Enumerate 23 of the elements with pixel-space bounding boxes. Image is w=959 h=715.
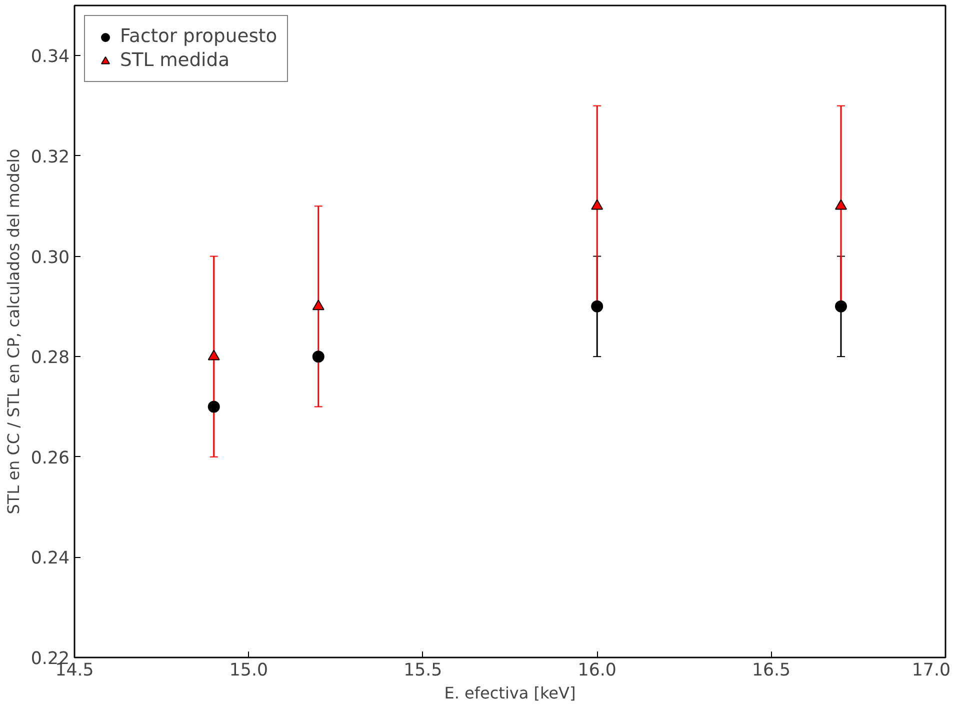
y-tick-label: 0.28 <box>30 348 70 368</box>
y-tick-label: 0.34 <box>30 47 70 68</box>
point <box>312 300 324 310</box>
x-tick-label: 16.5 <box>752 660 791 680</box>
x-axis-title: E. efectiva [keV] <box>444 684 576 702</box>
x-tick-label: 16.0 <box>578 660 616 680</box>
point <box>208 400 220 413</box>
point <box>591 300 604 312</box>
point <box>208 350 220 360</box>
y-tick-label: 0.24 <box>30 548 70 569</box>
y-tick-label: 0.26 <box>30 448 70 468</box>
legend-label: STL medida <box>120 50 230 71</box>
legend-label: Factor propuesto <box>120 26 278 47</box>
y-axis-title: STL en CC / STL en CP, calculados del modelo <box>4 148 23 514</box>
point <box>591 199 604 210</box>
x-tick-label: 17.0 <box>912 660 951 680</box>
x-tick-label: 15.0 <box>229 660 268 680</box>
point <box>312 350 324 363</box>
point <box>834 300 847 312</box>
y-tick-label: 0.32 <box>30 147 70 168</box>
x-tick-label: 15.5 <box>404 660 442 680</box>
point <box>834 199 847 210</box>
y-tick-label: 0.30 <box>30 248 70 268</box>
